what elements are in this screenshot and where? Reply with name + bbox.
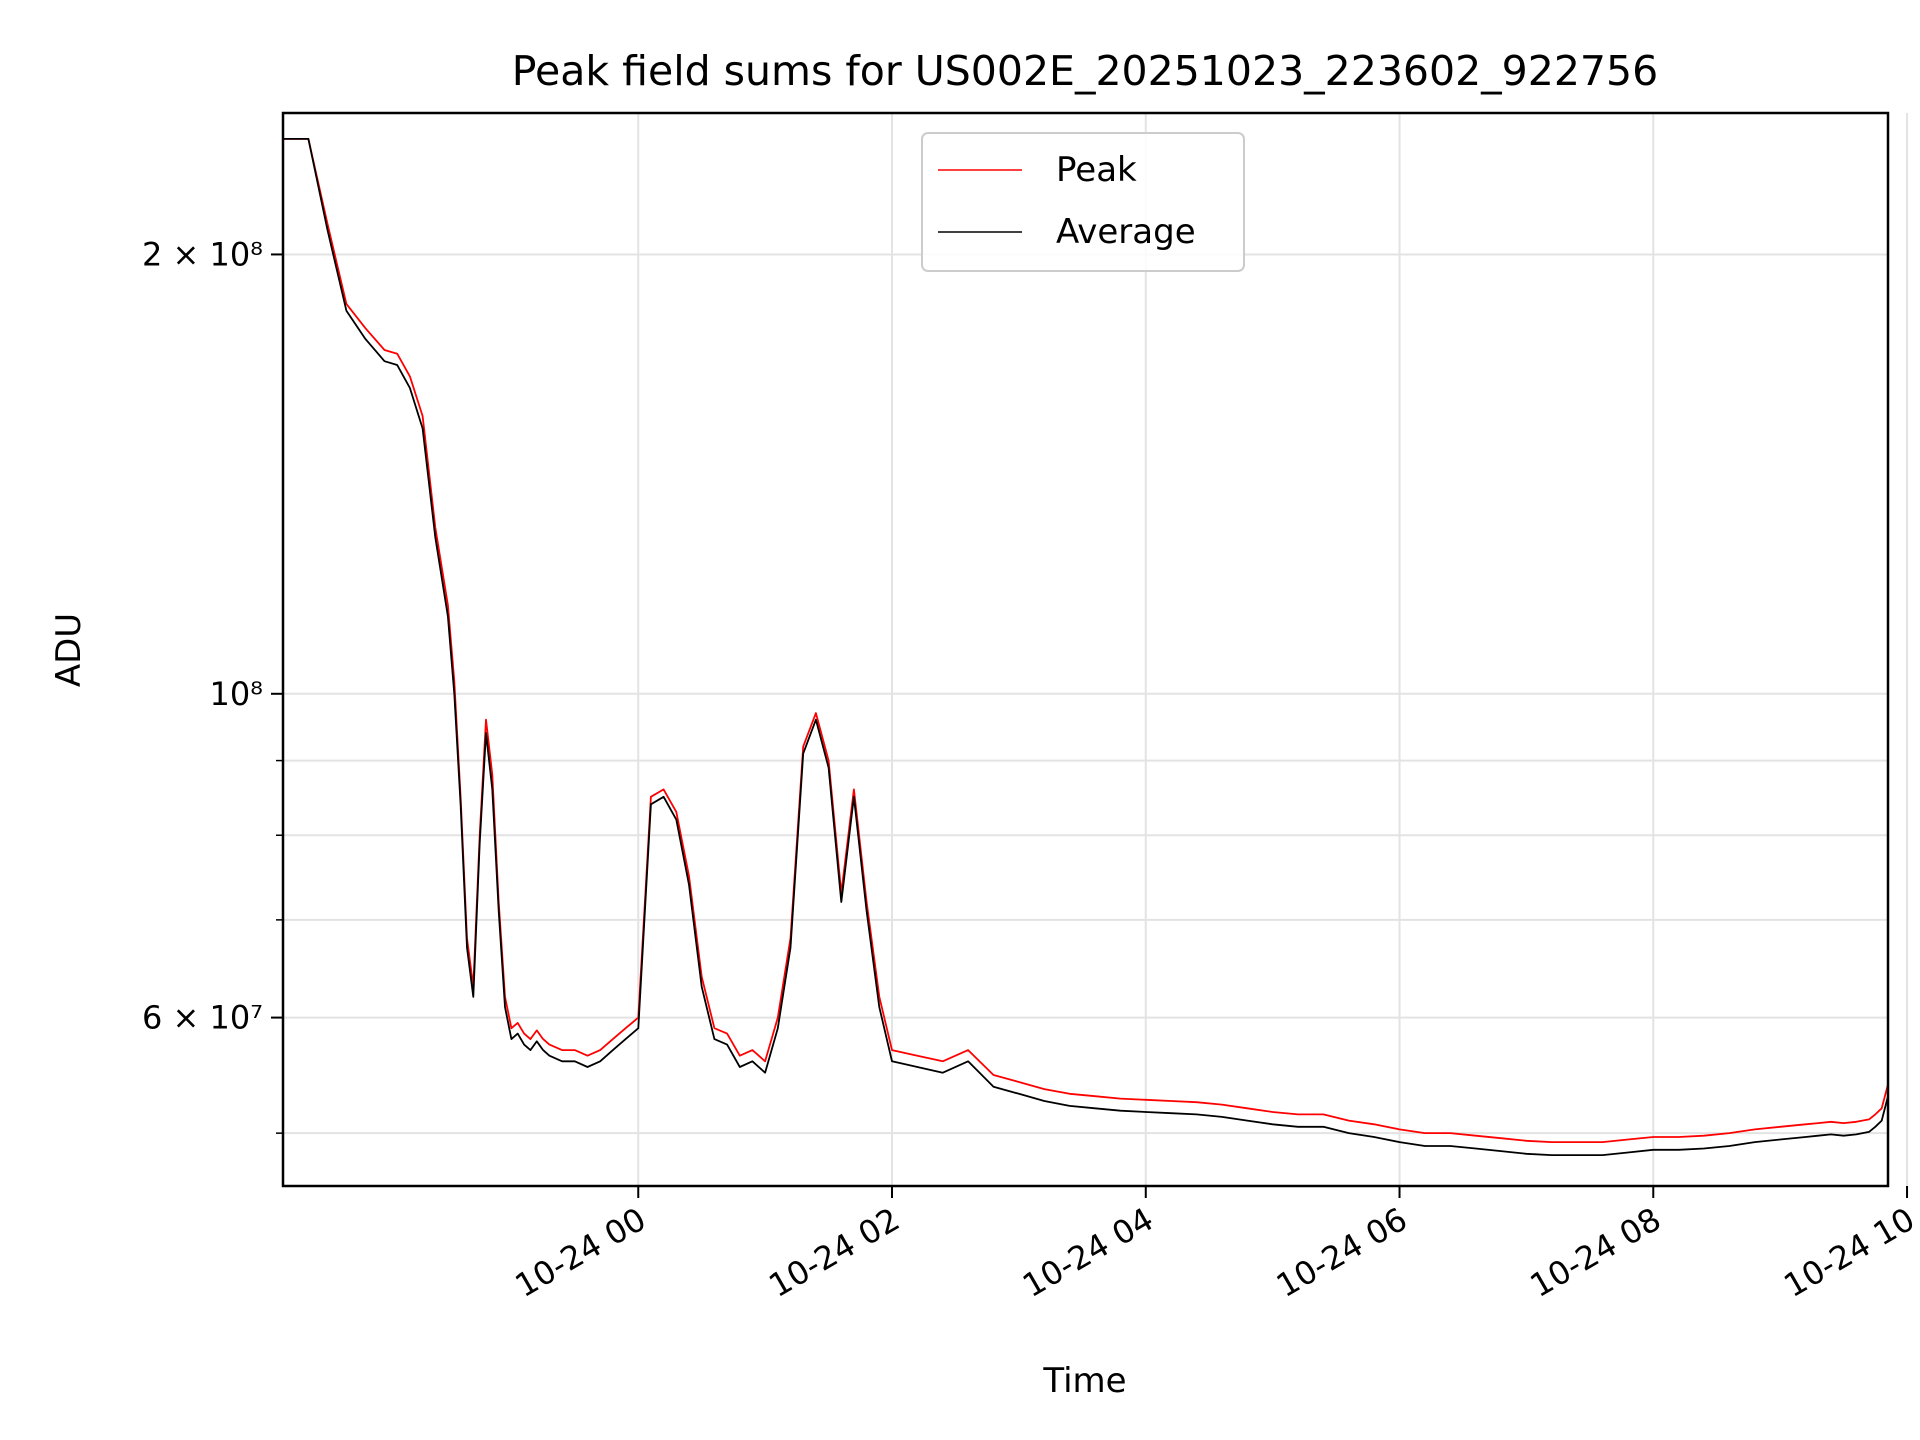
- legend-average-label: Average: [1056, 212, 1196, 252]
- chart-title: Peak field sums for US002E_20251023_2236…: [512, 47, 1658, 95]
- legend-box: [921, 132, 1245, 272]
- grid: [283, 113, 1909, 1186]
- y-tick-label: 2 × 10⁸: [142, 235, 263, 273]
- legend-peak-label: Peak: [1056, 150, 1137, 190]
- series-layer: [283, 137, 1889, 1156]
- plot-frame: [281, 111, 1890, 1188]
- x-axis-label: Time: [1042, 1361, 1126, 1401]
- legend: Peak Average: [921, 132, 1245, 272]
- y-tick-label: 6 × 10⁷: [142, 999, 263, 1037]
- y-axis-label: ADU: [49, 613, 89, 687]
- series-line-average: [283, 137, 1889, 1156]
- y-tick-label: 10⁸: [209, 675, 263, 713]
